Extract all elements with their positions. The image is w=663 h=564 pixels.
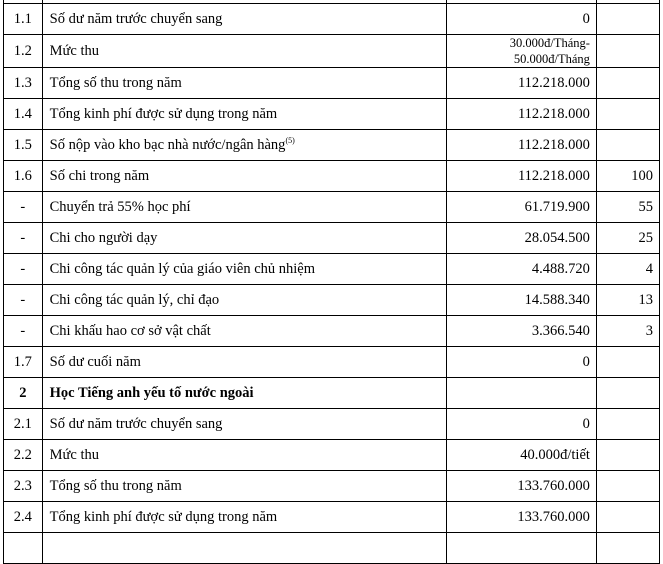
row-number: - [3, 284, 43, 316]
row-content: Số chi trong năm [41, 160, 448, 192]
row-number: 1.7 [3, 346, 43, 378]
row-content: Chi khấu hao cơ sở vật chất [41, 315, 448, 347]
row-content: Chi công tác quản lý của giáo viên chủ n… [41, 253, 448, 285]
row-content-text: Số nộp vào kho bạc nhà nước/ngân hàng [49, 136, 286, 153]
row-percent [595, 346, 661, 378]
row-number: 2.3 [3, 470, 43, 502]
table-row: - Chuyển trả 55% học phí 61.719.900 55 [3, 191, 661, 223]
row-content: Số dư năm trước chuyển sang [41, 408, 448, 440]
row-percent [595, 439, 661, 471]
row-number: - [3, 222, 43, 254]
table-row: 1.4 Tổng kinh phí được sử dụng trong năm 1… [3, 98, 661, 130]
table-row: - Chi khấu hao cơ sở vật chất 3.366.540 3 [3, 315, 661, 347]
row-percent [595, 3, 661, 35]
row-percent [595, 470, 661, 502]
table-row: 1.7 Số dư cuối năm 0 [3, 346, 661, 378]
row-percent: 55 [595, 191, 661, 223]
row-percent [595, 532, 661, 564]
row-amount: 4.488.720 [446, 253, 597, 285]
row-percent [595, 34, 661, 68]
row-amount: 112.218.000 [446, 129, 597, 161]
row-content: Tổng số thu trong năm [41, 67, 448, 99]
row-content: Tổng kinh phí được sử dụng trong năm [41, 98, 448, 130]
row-content: Chi công tác quản lý, chỉ đạo [41, 284, 448, 316]
row-number: 2.1 [3, 408, 43, 440]
row-number: 1.1 [3, 3, 43, 35]
table-row: 1.5 Số nộp vào kho bạc nhà nước/ngân hàng… [3, 129, 661, 161]
amount-line: 50.000đ/Tháng [513, 52, 590, 66]
row-content: Số dư năm trước chuyển sang [41, 3, 448, 35]
table-row: 2 Học Tiếng anh yếu tố nước ngoài [3, 377, 661, 409]
table-row: 1.2 Mức thu 30.000đ/Tháng- 50.000đ/Tháng [3, 34, 661, 68]
table-row: 2.1 Số dư năm trước chuyển sang 0 [3, 408, 661, 440]
row-number: 1.3 [3, 67, 43, 99]
row-content: Mức thu [41, 34, 448, 68]
fee-report-table: (…)1.1Số dư năm trước chuyển sang01.2Mức… [3, 0, 661, 564]
row-content: Học Tiếng anh yếu tố nước ngoài [41, 377, 448, 409]
table-row: 2.4 Tổng kinh phí được sử dụng trong năm 1… [3, 501, 661, 533]
row-amount: 40.000đ/tiết [446, 439, 597, 471]
row-content [41, 532, 448, 564]
table-row: - Chi công tác quản lý của giáo viên chủ … [3, 253, 661, 285]
amount-line: 30.000đ/Tháng- [509, 36, 590, 50]
row-amount: 28.054.500 [446, 222, 597, 254]
row-amount: 112.218.000 [446, 67, 597, 99]
row-percent [595, 129, 661, 161]
row-amount [446, 532, 597, 564]
row-content: Chuyển trả 55% học phí [41, 191, 448, 223]
row-percent: 100 [595, 160, 661, 192]
row-content: Tổng số thu trong năm [41, 470, 448, 502]
row-percent [595, 408, 661, 440]
row-number: 2.2 [3, 439, 43, 471]
table-row [3, 532, 661, 564]
row-percent: 4 [595, 253, 661, 285]
table-row: 2.3 Tổng số thu trong năm 133.760.000 [3, 470, 661, 502]
row-amount: 133.760.000 [446, 470, 597, 502]
row-content: Tổng kinh phí được sử dụng trong năm [41, 501, 448, 533]
row-amount: 0 [446, 408, 597, 440]
row-number: 1.6 [3, 160, 43, 192]
row-amount: 0 [446, 346, 597, 378]
row-percent [595, 501, 661, 533]
row-number: 1.5 [3, 129, 43, 161]
row-percent [595, 98, 661, 130]
row-amount: 61.719.900 [446, 191, 597, 223]
row-amount: 30.000đ/Tháng- 50.000đ/Tháng [446, 34, 597, 68]
row-number: 1.2 [3, 34, 43, 68]
row-amount: 112.218.000 [446, 160, 597, 192]
row-content: Mức thu [41, 439, 448, 471]
table-row: 2.2 Mức thu 40.000đ/tiết [3, 439, 661, 471]
row-percent: 3 [595, 315, 661, 347]
row-percent [595, 67, 661, 99]
row-amount: 133.760.000 [446, 501, 597, 533]
table-row: 1.3 Tổng số thu trong năm 112.218.000 [3, 67, 661, 99]
footnote-marker: (5) [285, 136, 295, 146]
row-percent [595, 377, 661, 409]
row-number: - [3, 191, 43, 223]
row-number: 2.4 [3, 501, 43, 533]
row-number: - [3, 253, 43, 285]
row-amount: 3.366.540 [446, 315, 597, 347]
row-amount: 112.218.000 [446, 98, 597, 130]
row-content: Số dư cuối năm [41, 346, 448, 378]
table-row: - Chi cho người dạy 28.054.500 25 [3, 222, 661, 254]
table-row: 1.1 Số dư năm trước chuyển sang 0 [3, 3, 661, 35]
row-number: - [3, 315, 43, 347]
row-content: Số nộp vào kho bạc nhà nước/ngân hàng(5) [41, 129, 448, 161]
table-row: 1.6 Số chi trong năm 112.218.000 100 [3, 160, 661, 192]
row-percent: 25 [595, 222, 661, 254]
row-amount: 0 [446, 3, 597, 35]
row-percent: 13 [595, 284, 661, 316]
row-number [3, 532, 43, 564]
table-row: - Chi công tác quản lý, chỉ đạo 14.588.340… [3, 284, 661, 316]
row-amount [446, 377, 597, 409]
row-amount: 14.588.340 [446, 284, 597, 316]
row-number: 2 [3, 377, 43, 409]
row-content: Chi cho người dạy [41, 222, 448, 254]
row-number: 1.4 [3, 98, 43, 130]
